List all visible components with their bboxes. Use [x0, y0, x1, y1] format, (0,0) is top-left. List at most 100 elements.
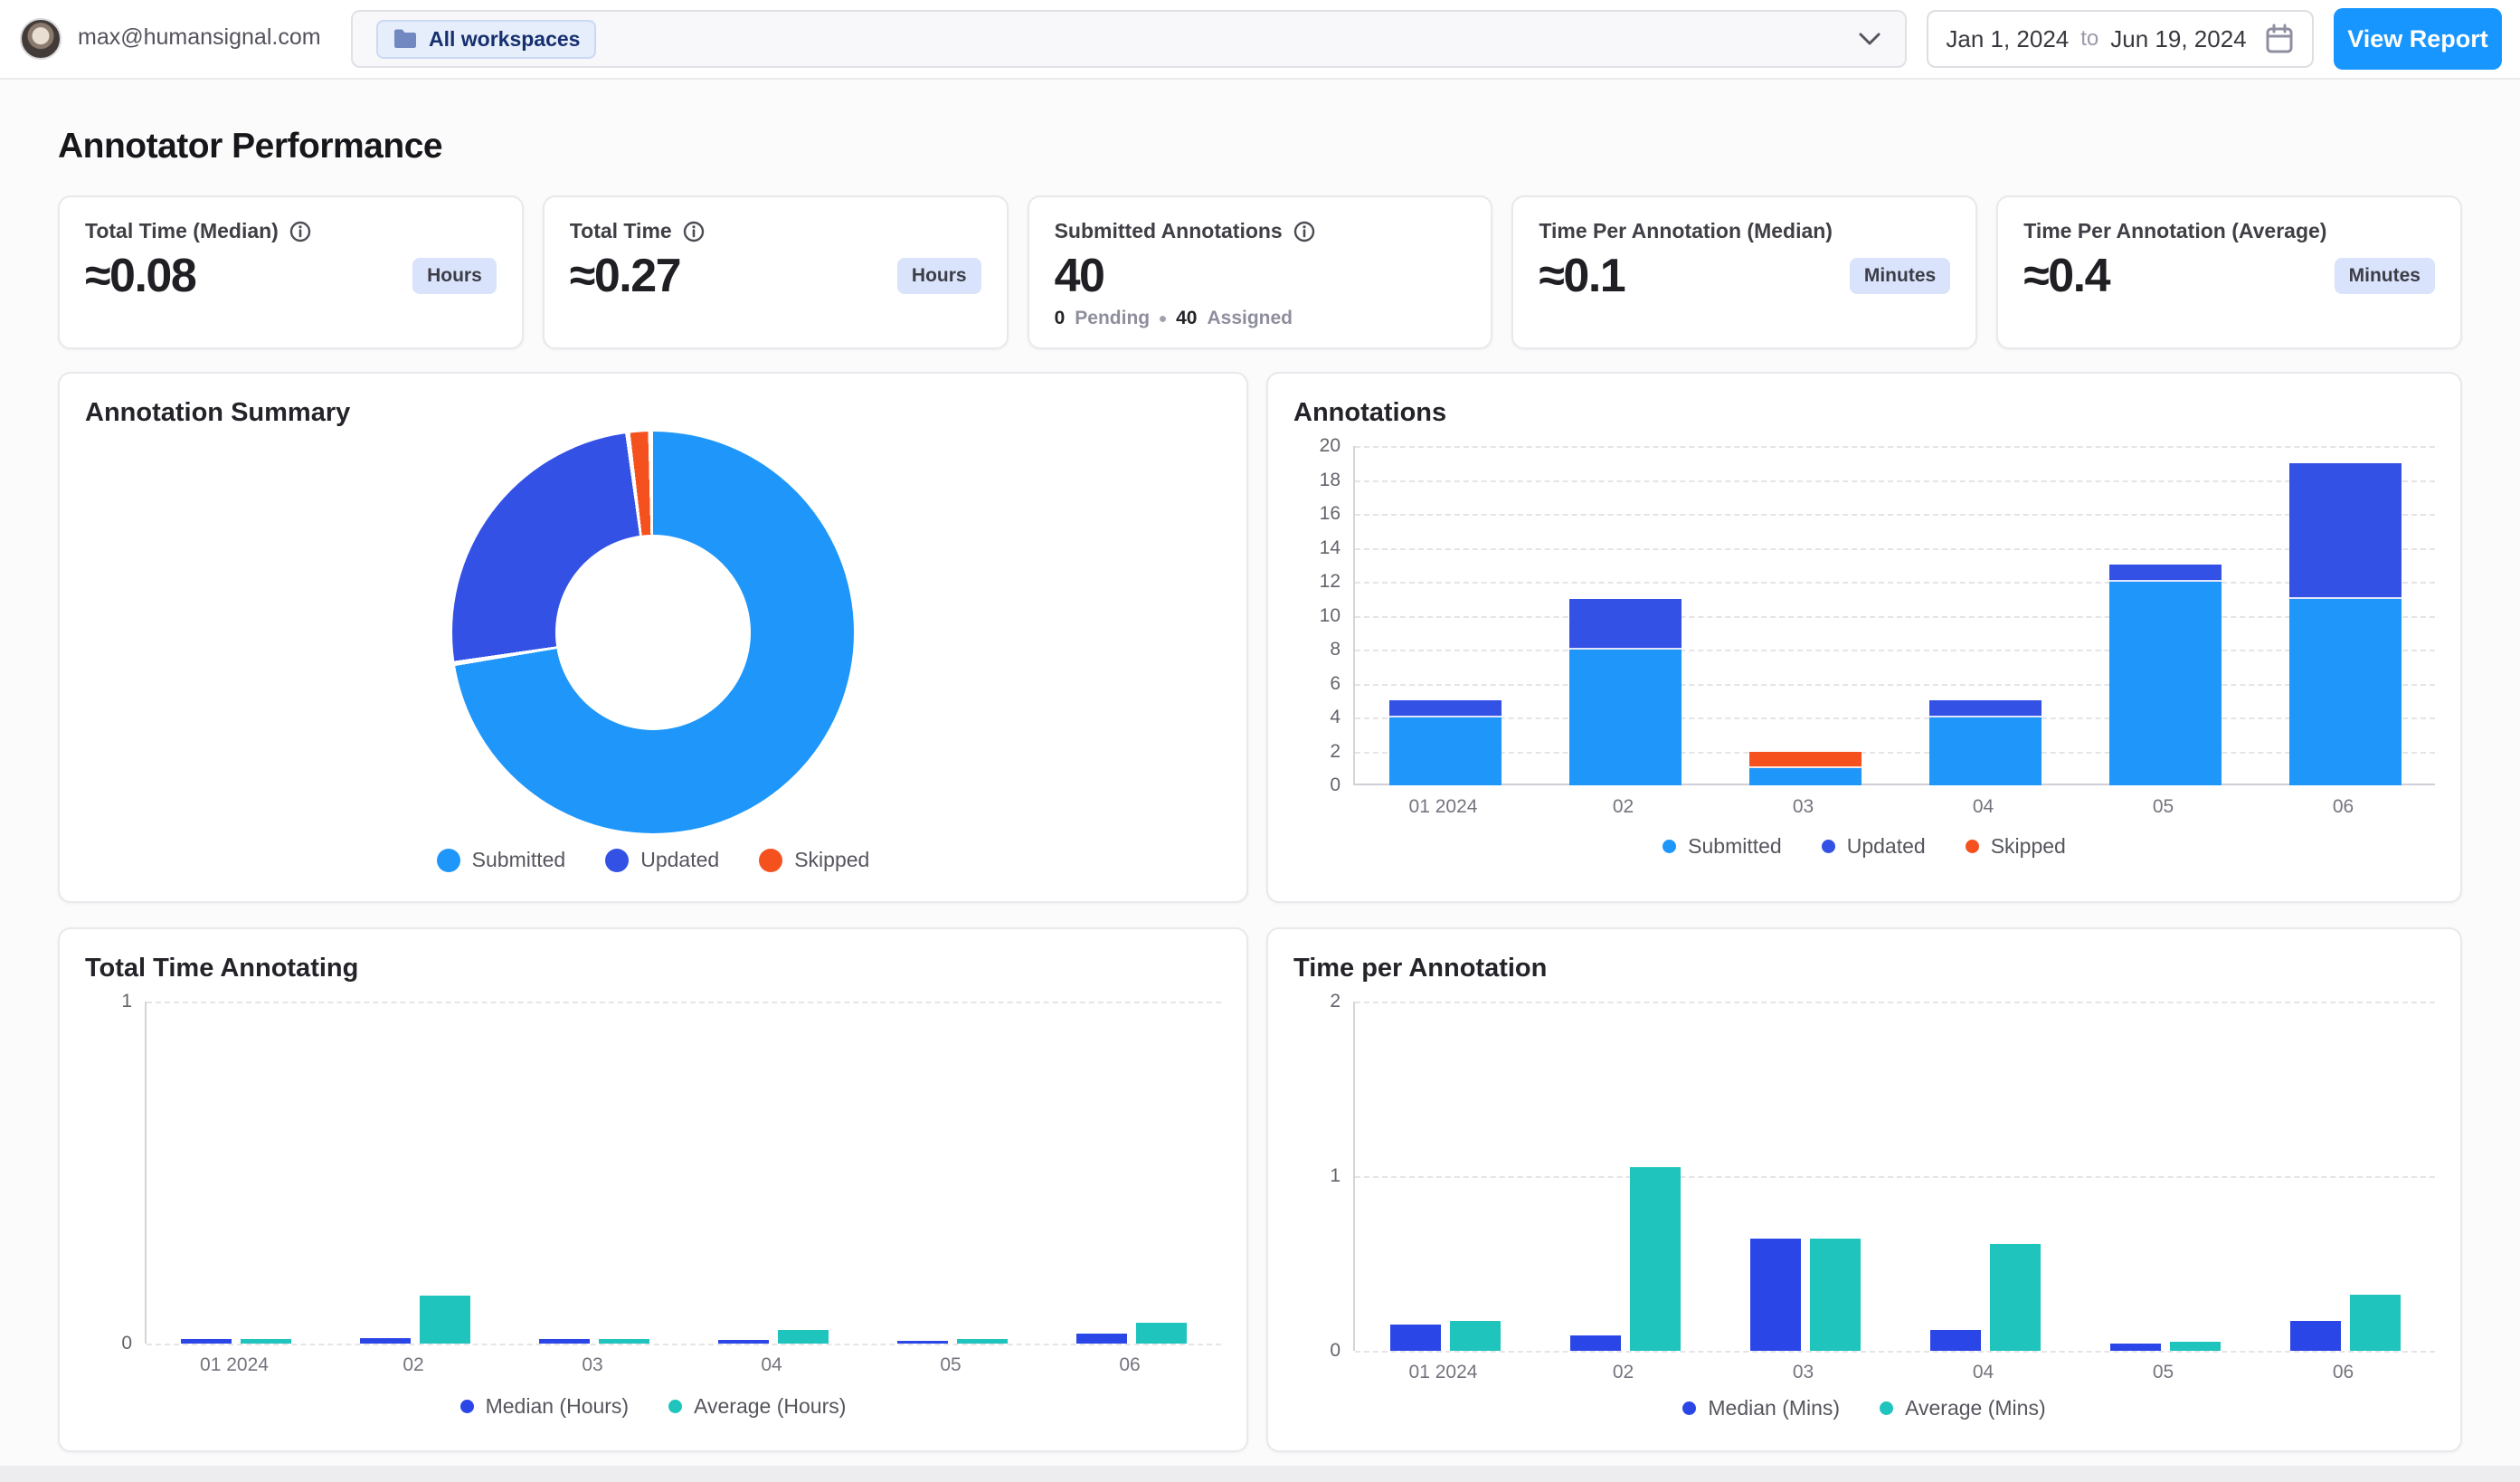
legend-dot-icon: [668, 1400, 683, 1413]
annotations-legend: Submitted Updated Skipped: [1293, 834, 2435, 859]
legend-item-updated[interactable]: Updated: [1821, 834, 1926, 859]
unit-badge: Minutes: [1849, 258, 1951, 294]
legend-item-median-mins-[interactable]: Median (Mins): [1682, 1396, 1840, 1420]
legend-item-average-mins-[interactable]: Average (Mins): [1880, 1396, 2046, 1420]
legend-label: Median (Hours): [485, 1394, 630, 1418]
x-axis-category-label: 02: [1612, 1362, 1634, 1382]
legend-dot-icon: [459, 1400, 474, 1413]
gridline: [1355, 514, 2435, 516]
legend-label: Updated: [1846, 834, 1926, 858]
gridline: [1355, 683, 2435, 686]
stat-value: ≈0.27: [569, 250, 682, 302]
gridline: [147, 1002, 1221, 1003]
x-axis-line: [1355, 784, 2435, 785]
unit-badge: Hours: [896, 258, 981, 294]
y-axis-tick-label: 0: [121, 1333, 132, 1354]
legend-item-submitted[interactable]: Submitted: [436, 848, 566, 872]
bar-median-hours-: [360, 1338, 411, 1344]
bar-average-mins-: [1809, 1239, 1861, 1351]
stat-label: Total Time: [569, 219, 672, 242]
donut-legend: Submitted Updated Skipped: [85, 848, 1221, 872]
legend-item-skipped[interactable]: Skipped: [759, 848, 869, 872]
gridline: [1355, 717, 2435, 719]
bar-median-hours-: [539, 1339, 590, 1344]
total-time-annotating-plot: [145, 1002, 1221, 1345]
top-bar: max@humansignal.com All workspaces Jan 1…: [0, 0, 2520, 80]
legend-dot-icon: [436, 848, 460, 872]
assigned-label: Assigned: [1207, 308, 1293, 328]
total-time-annotating-card: Total Time Annotating 0 1 01 2024 02 03 04 05…: [58, 927, 1248, 1452]
bar-segment-updated: [1568, 598, 1682, 650]
x-axis-category-label: 01 2024: [200, 1354, 269, 1375]
chart-title: Annotation Summary: [85, 398, 351, 427]
legend-dot-icon: [1880, 1401, 1894, 1415]
bar-segment-skipped: [1748, 751, 1862, 769]
bar-average-hours-: [1136, 1323, 1187, 1344]
calendar-icon[interactable]: [2264, 23, 2295, 55]
annotation-summary-card: Annotation Summary Submitted Updated Skipp…: [58, 372, 1248, 903]
x-axis-category-label: 06: [1119, 1354, 1141, 1375]
x-axis-category-label: 03: [1792, 796, 1814, 817]
bar-average-mins-: [1989, 1244, 2041, 1351]
stat-value: 40: [1054, 250, 1105, 302]
annotation-summary-donut-chart: [452, 432, 854, 833]
y-axis-tick-label: 18: [1319, 469, 1341, 490]
y-axis-tick-label: 1: [121, 991, 132, 1012]
legend-dot-icon: [1663, 840, 1677, 853]
date-range-field[interactable]: Jan 1, 2024 to Jun 19, 2024: [1927, 10, 2314, 68]
bar-average-mins-: [2169, 1342, 2221, 1351]
bar-segment-submitted: [2108, 582, 2222, 785]
total-time-legend: Median (Hours) Average (Hours): [85, 1394, 1221, 1419]
x-axis-category-label: 04: [761, 1354, 782, 1375]
info-icon[interactable]: [289, 221, 311, 242]
gridline: [1355, 751, 2435, 754]
info-icon[interactable]: [1293, 221, 1315, 242]
legend-label: Average (Hours): [694, 1394, 847, 1418]
legend-label: Median (Mins): [1708, 1396, 1841, 1420]
unit-badge: Minutes: [2334, 258, 2435, 294]
bar-average-mins-: [2349, 1295, 2401, 1351]
legend-dot-icon: [1682, 1401, 1697, 1415]
bar-median-mins-: [1569, 1335, 1621, 1351]
stat-value: ≈0.1: [1539, 250, 1625, 302]
stat-label: Submitted Annotations: [1054, 219, 1283, 242]
legend-label: Submitted: [1688, 834, 1782, 858]
bar-segment-updated: [1388, 700, 1502, 717]
bar-median-mins-: [1749, 1239, 1801, 1351]
legend-item-submitted[interactable]: Submitted: [1663, 834, 1782, 859]
avatar[interactable]: [20, 18, 62, 60]
date-to-word: to: [2080, 26, 2099, 51]
bar-segment-updated: [2108, 565, 2222, 582]
legend-item-skipped[interactable]: Skipped: [1965, 834, 2066, 859]
y-axis-tick-label: 8: [1330, 639, 1341, 660]
view-report-button[interactable]: View Report: [2334, 8, 2502, 70]
bar-segment-updated: [2288, 462, 2402, 599]
legend-item-median-hours-[interactable]: Median (Hours): [459, 1394, 630, 1419]
x-axis-category-label: 03: [582, 1354, 603, 1375]
folder-icon: [393, 28, 418, 50]
time-per-annotation-plot: [1353, 1002, 2435, 1353]
gridline: [1355, 1176, 2435, 1178]
y-axis-tick-label: 14: [1319, 537, 1341, 558]
bar-segment-submitted: [1748, 768, 1862, 785]
legend-dot-icon: [1965, 840, 1979, 853]
workspace-chip-label: All workspaces: [429, 26, 581, 51]
gridline: [1355, 582, 2435, 584]
workspace-select[interactable]: All workspaces: [351, 10, 1907, 68]
y-axis-tick-label: 0: [1330, 774, 1341, 795]
legend-label: Submitted: [471, 848, 566, 871]
gridline: [1355, 480, 2435, 482]
legend-dot-icon: [605, 848, 630, 872]
bar-average-hours-: [957, 1339, 1008, 1344]
legend-item-updated[interactable]: Updated: [605, 848, 719, 872]
info-icon[interactable]: [683, 221, 705, 242]
legend-label: Updated: [640, 848, 720, 871]
x-axis-category-label: 05: [2152, 1362, 2174, 1382]
legend-label: Skipped: [794, 848, 870, 871]
x-axis-category-label: 02: [1612, 796, 1634, 817]
legend-item-average-hours-[interactable]: Average (Hours): [668, 1394, 846, 1419]
workspace-chip[interactable]: All workspaces: [376, 19, 597, 59]
pending-label: Pending: [1075, 308, 1151, 328]
bar-median-mins-: [2289, 1321, 2341, 1351]
gridline: [1355, 1351, 2435, 1353]
